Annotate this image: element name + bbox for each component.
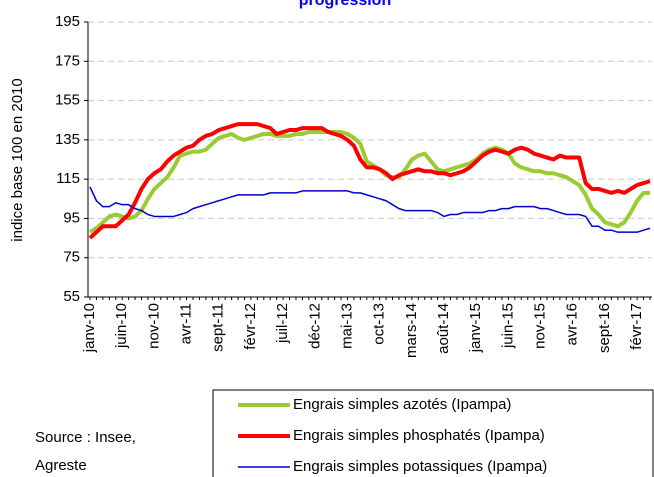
y-tick-label: 195 [55, 13, 80, 30]
x-tick-label: févr-12 [242, 303, 259, 350]
x-tick-label: févr-17 [628, 303, 645, 350]
series-line [88, 122, 651, 240]
x-tick-label: nov-10 [145, 303, 162, 349]
source-note: Source : Insee, [35, 429, 136, 446]
x-tick-label: juil-12 [274, 303, 291, 344]
series-line [88, 130, 650, 234]
series-line [89, 186, 651, 233]
x-tick-label: mars-14 [403, 303, 420, 358]
y-tick-label: 95 [63, 209, 80, 226]
legend-label: Engrais simples phosphatés (Ipampa) [293, 427, 545, 444]
legend-label: Engrais simples azotés (Ipampa) [293, 396, 511, 413]
x-tick-label: oct-13 [371, 303, 388, 345]
x-tick-label: avr-16 [564, 303, 581, 346]
legend-label: Engrais simples potassiques (Ipampa) [293, 458, 547, 475]
y-tick-label: 135 [55, 131, 80, 148]
y-tick-label: 75 [63, 249, 80, 266]
y-tick-label: 155 [55, 92, 80, 109]
y-axis-label: indice base 100 en 2010 [9, 78, 26, 241]
x-tick-label: avr-11 [178, 303, 195, 344]
y-tick-label: 115 [56, 170, 80, 187]
x-tick-label: nov-15 [532, 303, 549, 349]
x-tick-label: sept-16 [596, 303, 613, 353]
x-tick-label: déc-12 [306, 303, 323, 349]
x-tick-label: août-14 [435, 303, 452, 354]
y-tick-label: 55 [63, 288, 80, 305]
x-tick-label: mai-13 [338, 303, 355, 349]
x-tick-label: janv-10 [81, 303, 98, 353]
chart-title: progression [299, 0, 391, 9]
x-tick-label: janv-15 [467, 303, 484, 353]
y-tick-label: 175 [55, 52, 80, 69]
x-tick-label: sept-11 [210, 303, 227, 352]
x-tick-label: juin-10 [113, 303, 130, 349]
x-tick-label: juin-15 [499, 303, 516, 349]
source-note: Agreste [35, 457, 87, 474]
